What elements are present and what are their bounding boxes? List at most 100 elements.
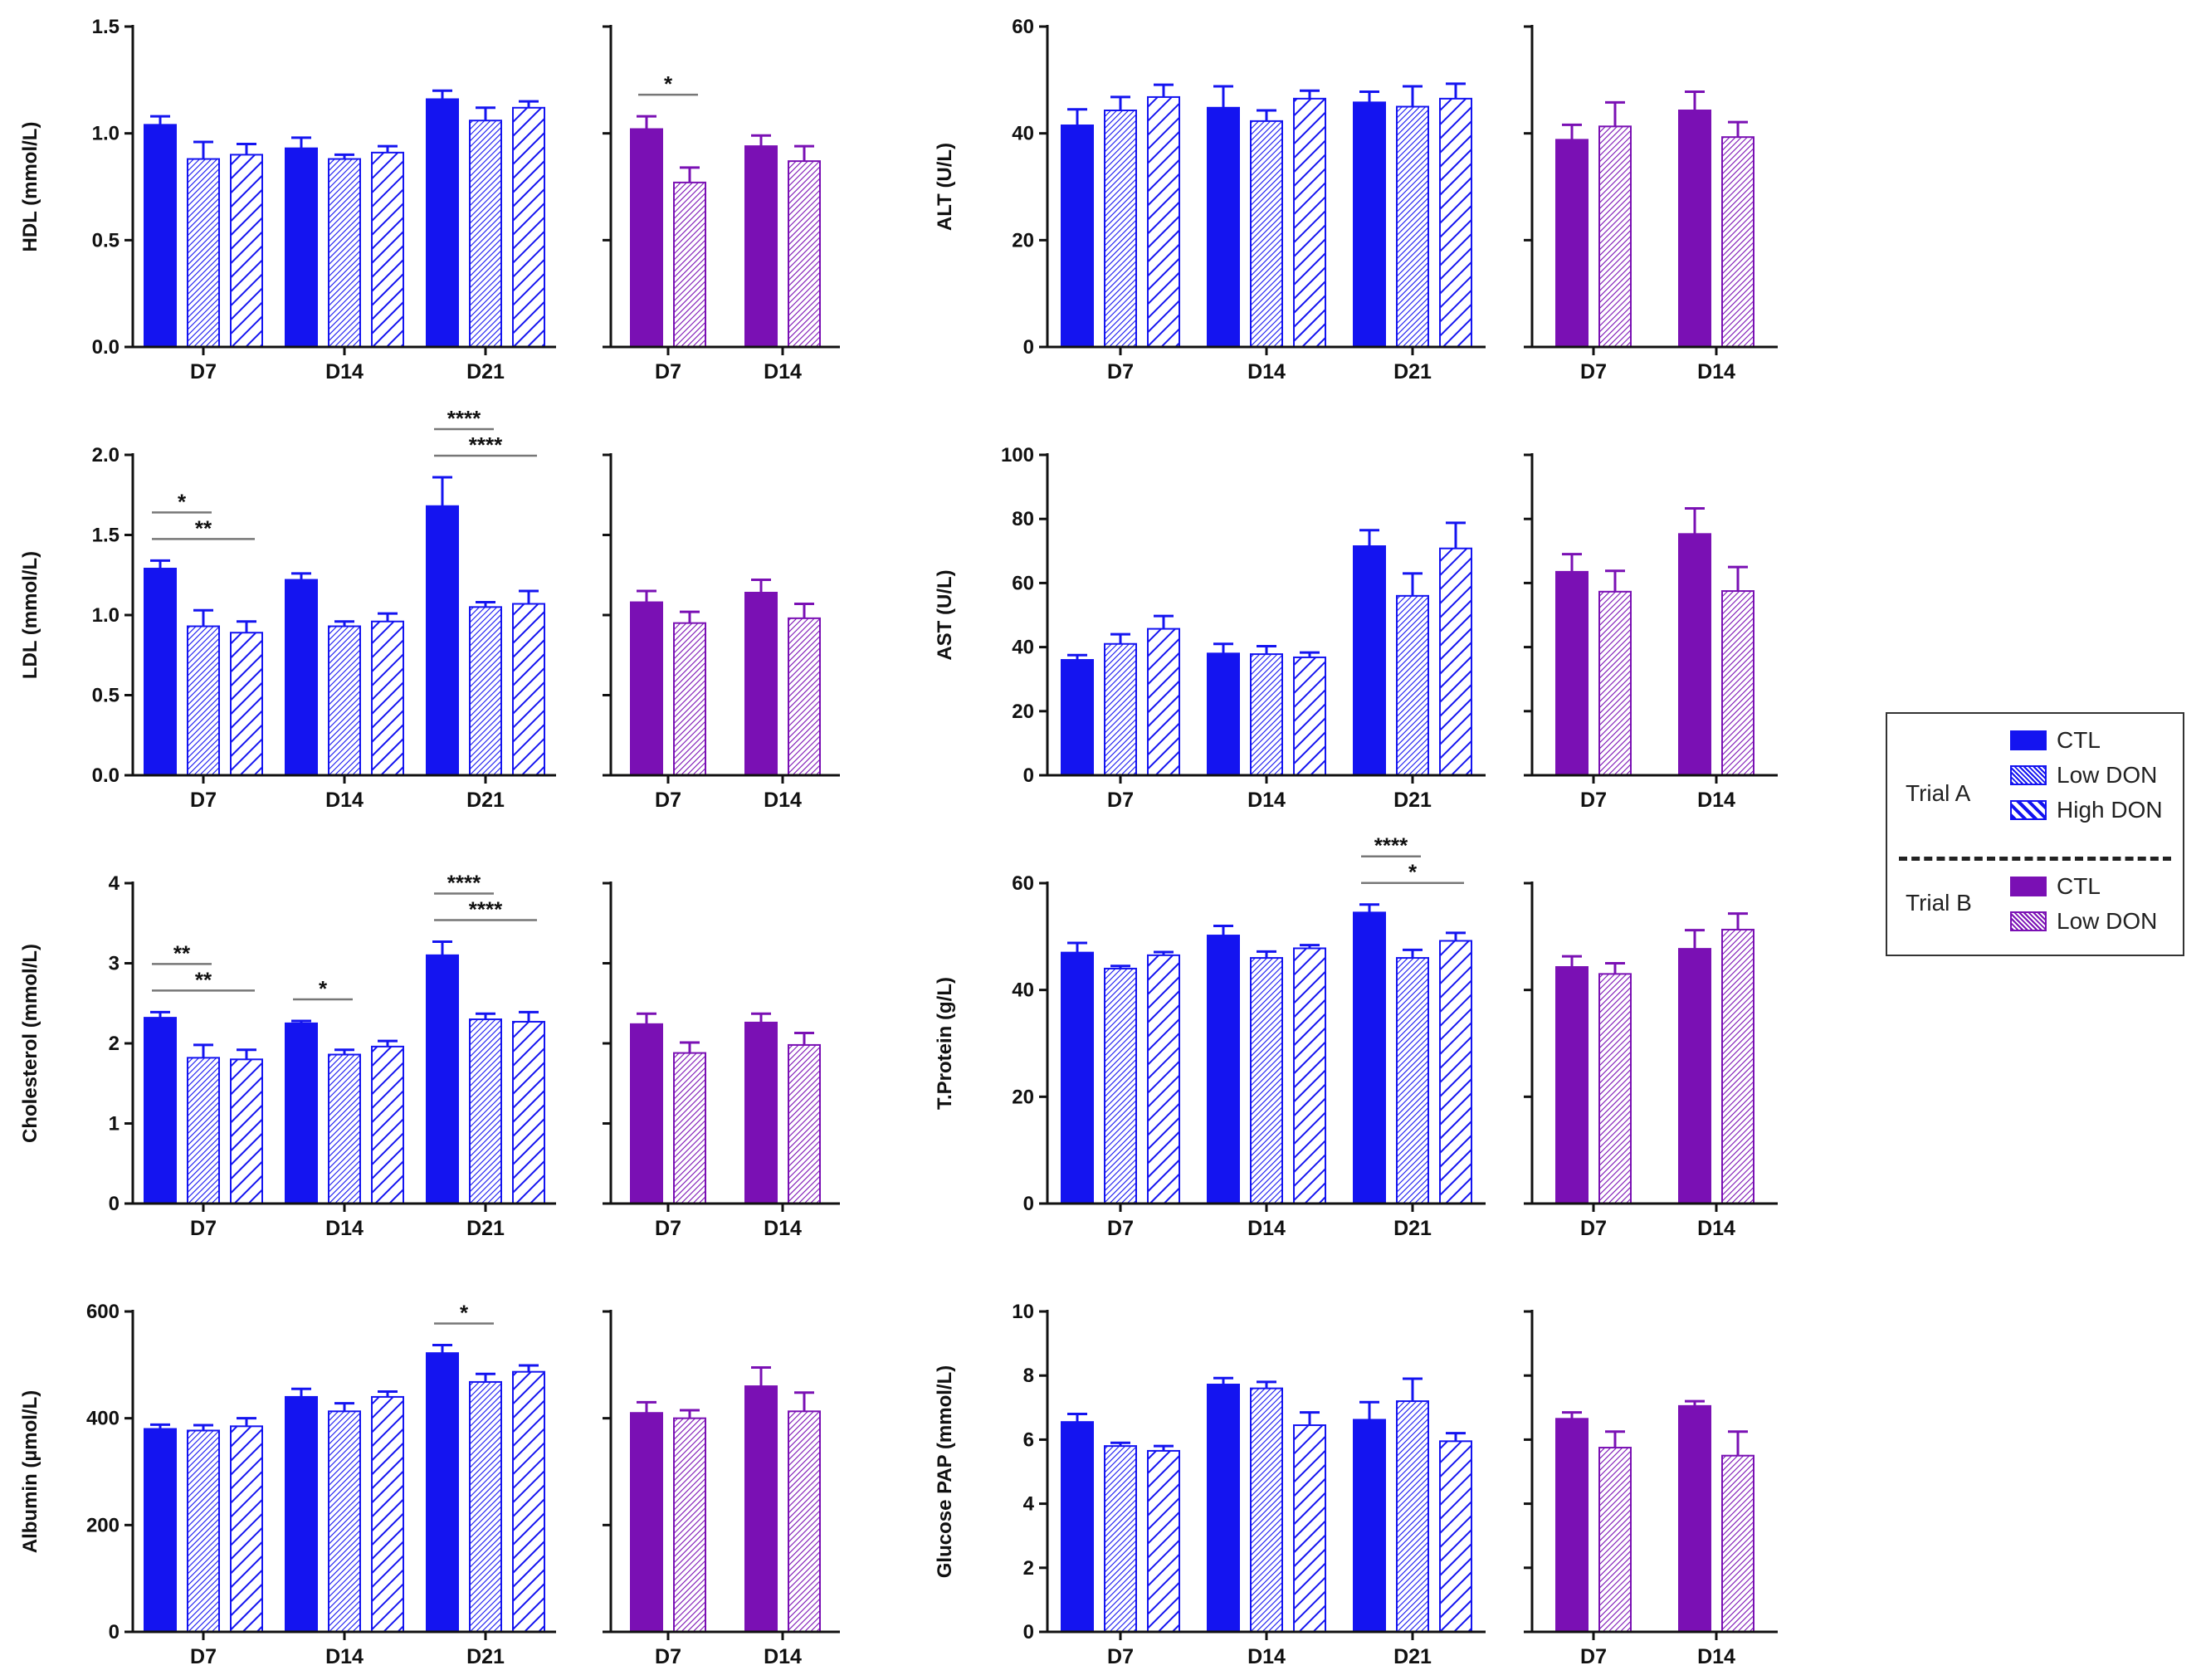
x-tick-label: D21 — [1393, 360, 1432, 383]
bar-high-don-d14 — [1293, 1424, 1326, 1634]
bar-ctl-d14 — [744, 1385, 778, 1633]
bar-ctl-d7 — [144, 124, 177, 349]
y-tick-label: 0.0 — [92, 764, 120, 787]
significance-label: **** — [447, 406, 481, 431]
significance-label: * — [178, 489, 187, 514]
y-tick-label: 0 — [1023, 336, 1034, 359]
significance-label: **** — [469, 432, 503, 457]
bar-ctl-d21 — [1353, 545, 1386, 776]
bar-high-don-d7 — [230, 1058, 263, 1205]
chart-t-protein: T.Protein (g/L) 0 20 40 60 D7 D14 D21 ***** D7 D14 — [934, 833, 1778, 1240]
y-tick-label: 10 — [1012, 1301, 1034, 1323]
x-tick-label: D7 — [655, 1645, 681, 1668]
bar-high-don-d14 — [1293, 97, 1326, 348]
x-tick-label: D14 — [1247, 360, 1286, 383]
bar-low-don-d21 — [469, 1018, 502, 1205]
bar-ctl-d21 — [1353, 911, 1386, 1204]
x-tick-label: D14 — [764, 789, 802, 812]
y-tick-label: 1.5 — [92, 16, 120, 38]
bar-high-don-d7 — [230, 632, 263, 776]
significance-label: **** — [447, 870, 481, 895]
x-tick-label: D14 — [325, 789, 364, 812]
bar-ctl-d7 — [1555, 570, 1589, 777]
bar-low-don-d21 — [1396, 957, 1429, 1204]
y-tick-label: 0.5 — [92, 685, 120, 707]
bar-low-don-d14 — [788, 160, 821, 348]
y-tick-label: 0 — [1023, 1193, 1034, 1215]
panel-trial-a: 0 20 40 60 80 100 D7 D14 D21 — [1001, 444, 1486, 812]
bar-high-don-d14 — [371, 1395, 404, 1634]
bar-ctl-d14 — [285, 1395, 318, 1634]
panel-trial-a: 0 200 400 600 D7 D14 D21 * — [86, 1301, 556, 1668]
bar-ctl-d14 — [285, 147, 318, 348]
y-tick-label: 20 — [1012, 701, 1034, 723]
legend-swatch-trial-a-ctl — [2010, 730, 2047, 750]
x-tick-label: D7 — [1107, 1645, 1134, 1668]
bar-low-don-d7 — [1104, 110, 1137, 348]
bar-high-don-d14 — [1293, 656, 1326, 777]
y-tick-label: 40 — [1012, 979, 1034, 1002]
significance-label: * — [1408, 860, 1418, 885]
bar-ctl-d21 — [1353, 1419, 1386, 1634]
panel-trial-b: D7 D14 — [1524, 453, 1778, 812]
x-tick-label: D7 — [1580, 789, 1607, 812]
chart-alt: ALT (U/L) 0 20 40 60 D7 D14 D21 D7 D14 — [934, 16, 1778, 383]
bar-high-don-d14 — [371, 1045, 404, 1204]
bar-low-don-d14 — [788, 1410, 821, 1633]
bar-low-don-d7 — [1598, 973, 1632, 1205]
bar-ctl-d21 — [426, 505, 459, 776]
legend-label-trial-b-low-don: Low DON — [2057, 908, 2158, 934]
bar-low-don-d7 — [673, 181, 706, 348]
y-tick-label: 20 — [1012, 1086, 1034, 1108]
bar-low-don-d7 — [1104, 967, 1137, 1205]
panel-trial-b: D7 D14 — [603, 1310, 840, 1668]
x-tick-label: D14 — [1247, 1217, 1286, 1240]
x-tick-label: D21 — [1393, 1645, 1432, 1668]
x-tick-label: D14 — [764, 1217, 802, 1240]
bar-ctl-d14 — [285, 1022, 318, 1204]
x-tick-label: D14 — [1697, 360, 1735, 383]
bar-low-don-d7 — [187, 158, 220, 348]
y-tick-label: 0 — [109, 1621, 120, 1643]
x-tick-label: D7 — [190, 1217, 217, 1240]
bar-high-don-d7 — [1147, 95, 1180, 348]
x-tick-label: D7 — [190, 360, 217, 383]
bar-high-don-d14 — [1293, 947, 1326, 1205]
bar-ctl-d7 — [144, 1428, 177, 1633]
x-tick-label: D7 — [1107, 789, 1134, 812]
legend-label-trial-a-high-don: High DON — [2057, 797, 2163, 823]
x-tick-label: D14 — [764, 360, 802, 383]
panel-trial-a: 0 2 4 6 8 10 D7 D14 D21 — [1012, 1301, 1486, 1668]
y-axis-label: Albumin (µmol/L) — [19, 1390, 41, 1553]
y-axis-label: Glucose PAP (mmol/L) — [934, 1365, 956, 1579]
bar-low-don-d14 — [328, 158, 361, 348]
y-tick-label: 8 — [1023, 1365, 1034, 1387]
y-tick-label: 0.0 — [92, 336, 120, 359]
chart-albumin: Albumin (µmol/L) 0 200 400 600 D7 D14 D21 * D7 D14 — [19, 1301, 840, 1668]
bar-ctl-d21 — [426, 954, 459, 1204]
legend-trial-b-label: Trial B — [1906, 890, 1972, 916]
y-tick-label: 80 — [1012, 508, 1034, 530]
bar-high-don-d21 — [1439, 547, 1472, 776]
y-tick-label: 1.0 — [92, 123, 120, 145]
legend-swatch-trial-a-high-don — [2010, 800, 2047, 820]
chart-hdl: HDL (mmol/L) 0.0 0.5 1.0 1.5 D7 D14 D21 D7 D14 * — [19, 16, 840, 383]
panel-trial-b: D7 D14 * — [603, 25, 840, 383]
y-tick-label: 3 — [109, 953, 120, 975]
bar-low-don-d14 — [1721, 1454, 1754, 1633]
legend-swatch-trial-a-low-don — [2010, 765, 2047, 785]
bar-low-don-d7 — [1598, 1447, 1632, 1634]
x-tick-label: D21 — [1393, 789, 1432, 812]
y-axis-label: HDL (mmol/L) — [19, 122, 41, 252]
y-tick-label: 4 — [109, 872, 120, 895]
bar-ctl-d7 — [144, 568, 177, 777]
significance-label: * — [460, 1301, 469, 1326]
y-tick-label: 1.0 — [92, 604, 120, 627]
bar-low-don-d21 — [1396, 594, 1429, 777]
panel-trial-b: D7 D14 — [1524, 1310, 1778, 1668]
significance-label: ** — [195, 967, 212, 992]
chart-ast: AST (U/L) 0 20 40 60 80 100 D7 D14 D21 D7 D14 — [934, 444, 1778, 812]
panel-trial-b: D7 D14 — [603, 882, 840, 1240]
x-tick-label: D14 — [1697, 1217, 1735, 1240]
